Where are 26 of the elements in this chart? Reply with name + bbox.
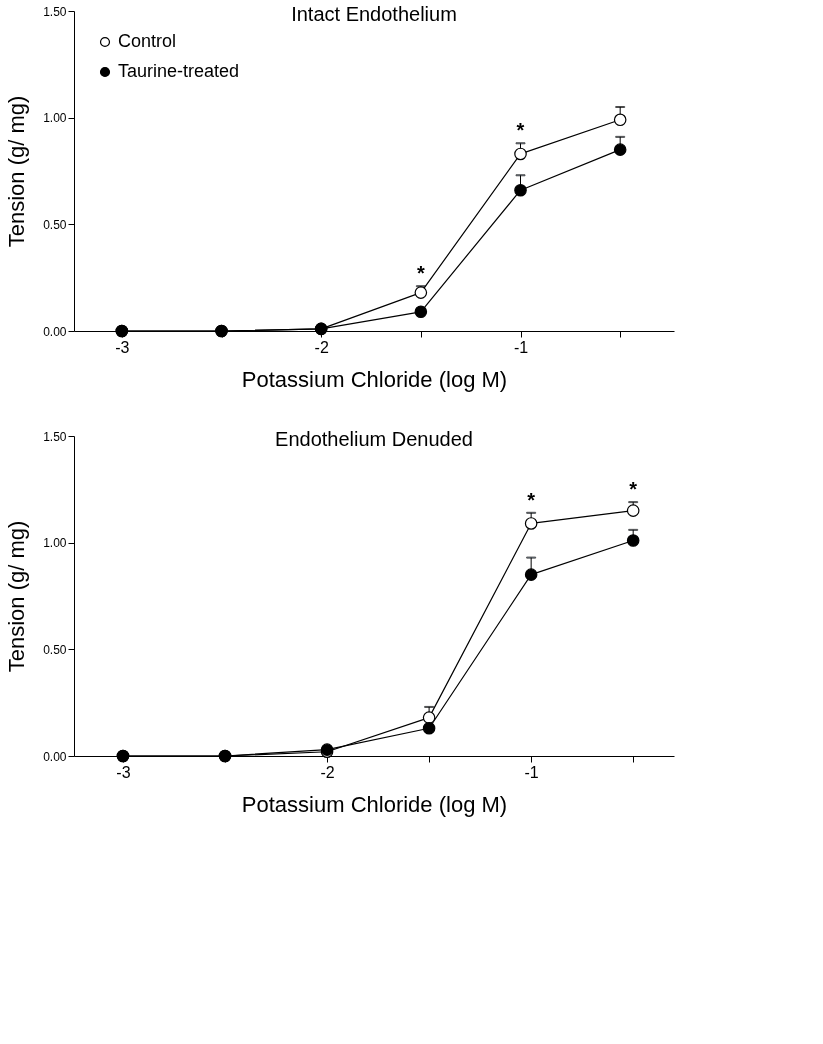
y-tick-label: 0.50 (43, 642, 67, 657)
y-axis-title: Tension (g/ mg) (4, 95, 30, 248)
y-tick-label: 0.00 (43, 749, 67, 764)
y-tick-label: 1.50 (43, 429, 67, 444)
x-tick-label: -2 (314, 338, 329, 356)
x-tick-label: -2 (320, 763, 335, 781)
chart-title: Endothelium Denuded (275, 428, 473, 450)
legend-label: Control (118, 31, 177, 51)
y-tick-label: 0.00 (43, 324, 67, 339)
x-axis-title: Potassium Chloride (log M) (241, 791, 508, 817)
legend-label: Taurine-treated (118, 61, 240, 81)
y-axis-title: Tension (g/ mg) (4, 520, 30, 673)
x-tick-label: -3 (115, 338, 130, 356)
chart-title: Intact Endothelium (291, 3, 457, 25)
x-tick-label: -1 (524, 763, 539, 781)
annotation: * (516, 119, 525, 142)
y-tick-label: 1.00 (43, 536, 67, 551)
annotation: * (416, 262, 425, 285)
annotation: * (527, 488, 536, 511)
x-tick-label: -1 (513, 338, 529, 356)
y-tick-label: 1.00 (43, 111, 67, 126)
x-tick-label: -3 (116, 763, 131, 781)
y-tick-label: 1.50 (43, 4, 67, 19)
y-tick-label: 0.50 (43, 217, 67, 232)
annotation: * (629, 478, 638, 501)
x-axis-title: Potassium Chloride (log M) (241, 366, 508, 392)
